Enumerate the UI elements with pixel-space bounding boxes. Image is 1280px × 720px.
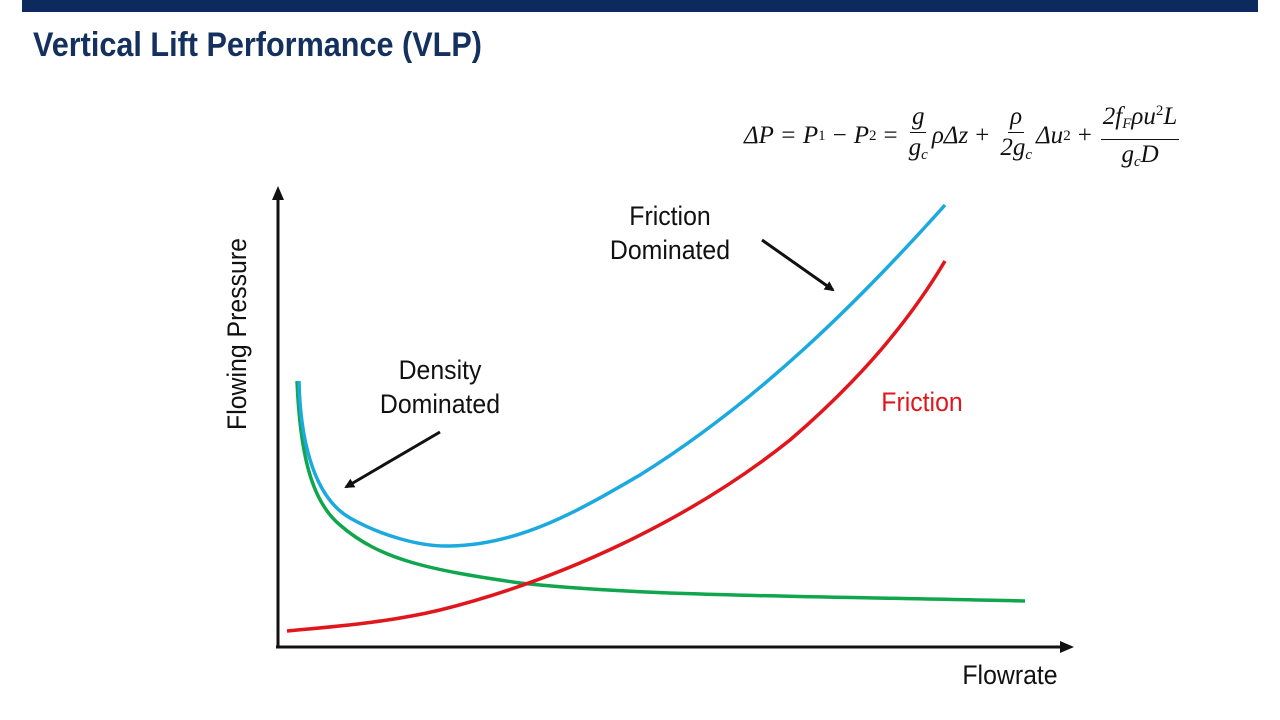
eq-t3-den-a: g bbox=[1121, 140, 1134, 168]
slide-title: Vertical Lift Performance (VLP) bbox=[33, 26, 482, 64]
x-axis-label: Flowrate bbox=[962, 660, 1058, 690]
eq-t2-den: 2g bbox=[1000, 134, 1026, 161]
eq-plus-2: + bbox=[1077, 122, 1092, 149]
friction-dominated-line2: Dominated bbox=[609, 235, 731, 265]
eq-t3-num-b: ρu bbox=[1131, 102, 1156, 130]
eq-t2-den-sub: c bbox=[1025, 147, 1032, 163]
eq-p2: P bbox=[853, 122, 870, 149]
eq-t1-den-sub: c bbox=[921, 147, 928, 163]
eq-t3-den-sub: c bbox=[1133, 153, 1141, 170]
density-dominated-label: Density Dominated bbox=[366, 353, 513, 421]
eq-plus-1: + bbox=[975, 122, 990, 149]
eq-term3-fraction: 2fFρu2L gcD bbox=[1100, 97, 1180, 176]
y-axis-arrowhead bbox=[272, 186, 284, 200]
eq-t2-tail: Δu bbox=[1036, 122, 1064, 149]
eq-t2-tail-sup: 2 bbox=[1063, 127, 1071, 144]
eq-t3-den-b: D bbox=[1140, 140, 1159, 168]
friction-dominated-arrow bbox=[761, 238, 835, 292]
x-axis-arrowhead bbox=[1060, 641, 1074, 653]
density-dominated-line1: Density bbox=[398, 355, 482, 385]
eq-lhs: ΔP = P bbox=[744, 122, 819, 149]
total-vlp-curve bbox=[297, 203, 947, 548]
friction-curve-label: Friction bbox=[881, 387, 963, 417]
eq-t1-num: g bbox=[911, 103, 925, 130]
eq-p2-sub: 2 bbox=[869, 127, 877, 144]
eq-t2-num: ρ bbox=[1010, 103, 1023, 130]
header-bar bbox=[22, 0, 1258, 12]
friction-dominated-label: Friction Dominated bbox=[596, 199, 743, 267]
friction-curve bbox=[286, 260, 947, 633]
friction-dominated-line1: Friction bbox=[629, 201, 711, 231]
eq-term2-fraction: ρ 2gc bbox=[998, 103, 1034, 169]
eq-t1-den: g bbox=[908, 134, 922, 161]
eq-t3-num-c: L bbox=[1163, 102, 1178, 130]
eq-term1-fraction: g gc bbox=[907, 103, 930, 169]
density-dominated-line2: Dominated bbox=[379, 389, 501, 419]
eq-t3-num-sup: 2 bbox=[1155, 102, 1164, 119]
eq-equals: = bbox=[883, 122, 898, 149]
eq-t1-tail: ρΔz bbox=[931, 122, 969, 149]
eq-minus: − bbox=[832, 122, 847, 149]
density-curve bbox=[295, 380, 1026, 603]
y-axis-label: Flowing Pressure bbox=[222, 238, 252, 430]
eq-t3-num-a: 2f bbox=[1102, 102, 1123, 130]
eq-p1-sub: 1 bbox=[818, 127, 826, 144]
density-dominated-arrow bbox=[344, 430, 441, 489]
eq-t3-num-sub: F bbox=[1122, 115, 1132, 132]
